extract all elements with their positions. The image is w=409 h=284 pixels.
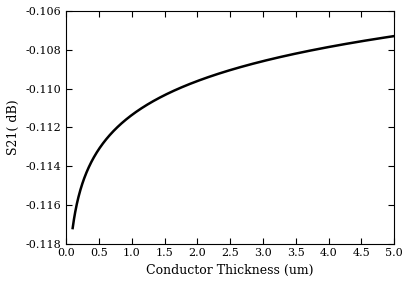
- X-axis label: Conductor Thickness (um): Conductor Thickness (um): [146, 264, 313, 277]
- Y-axis label: S21( dB): S21( dB): [7, 99, 20, 155]
